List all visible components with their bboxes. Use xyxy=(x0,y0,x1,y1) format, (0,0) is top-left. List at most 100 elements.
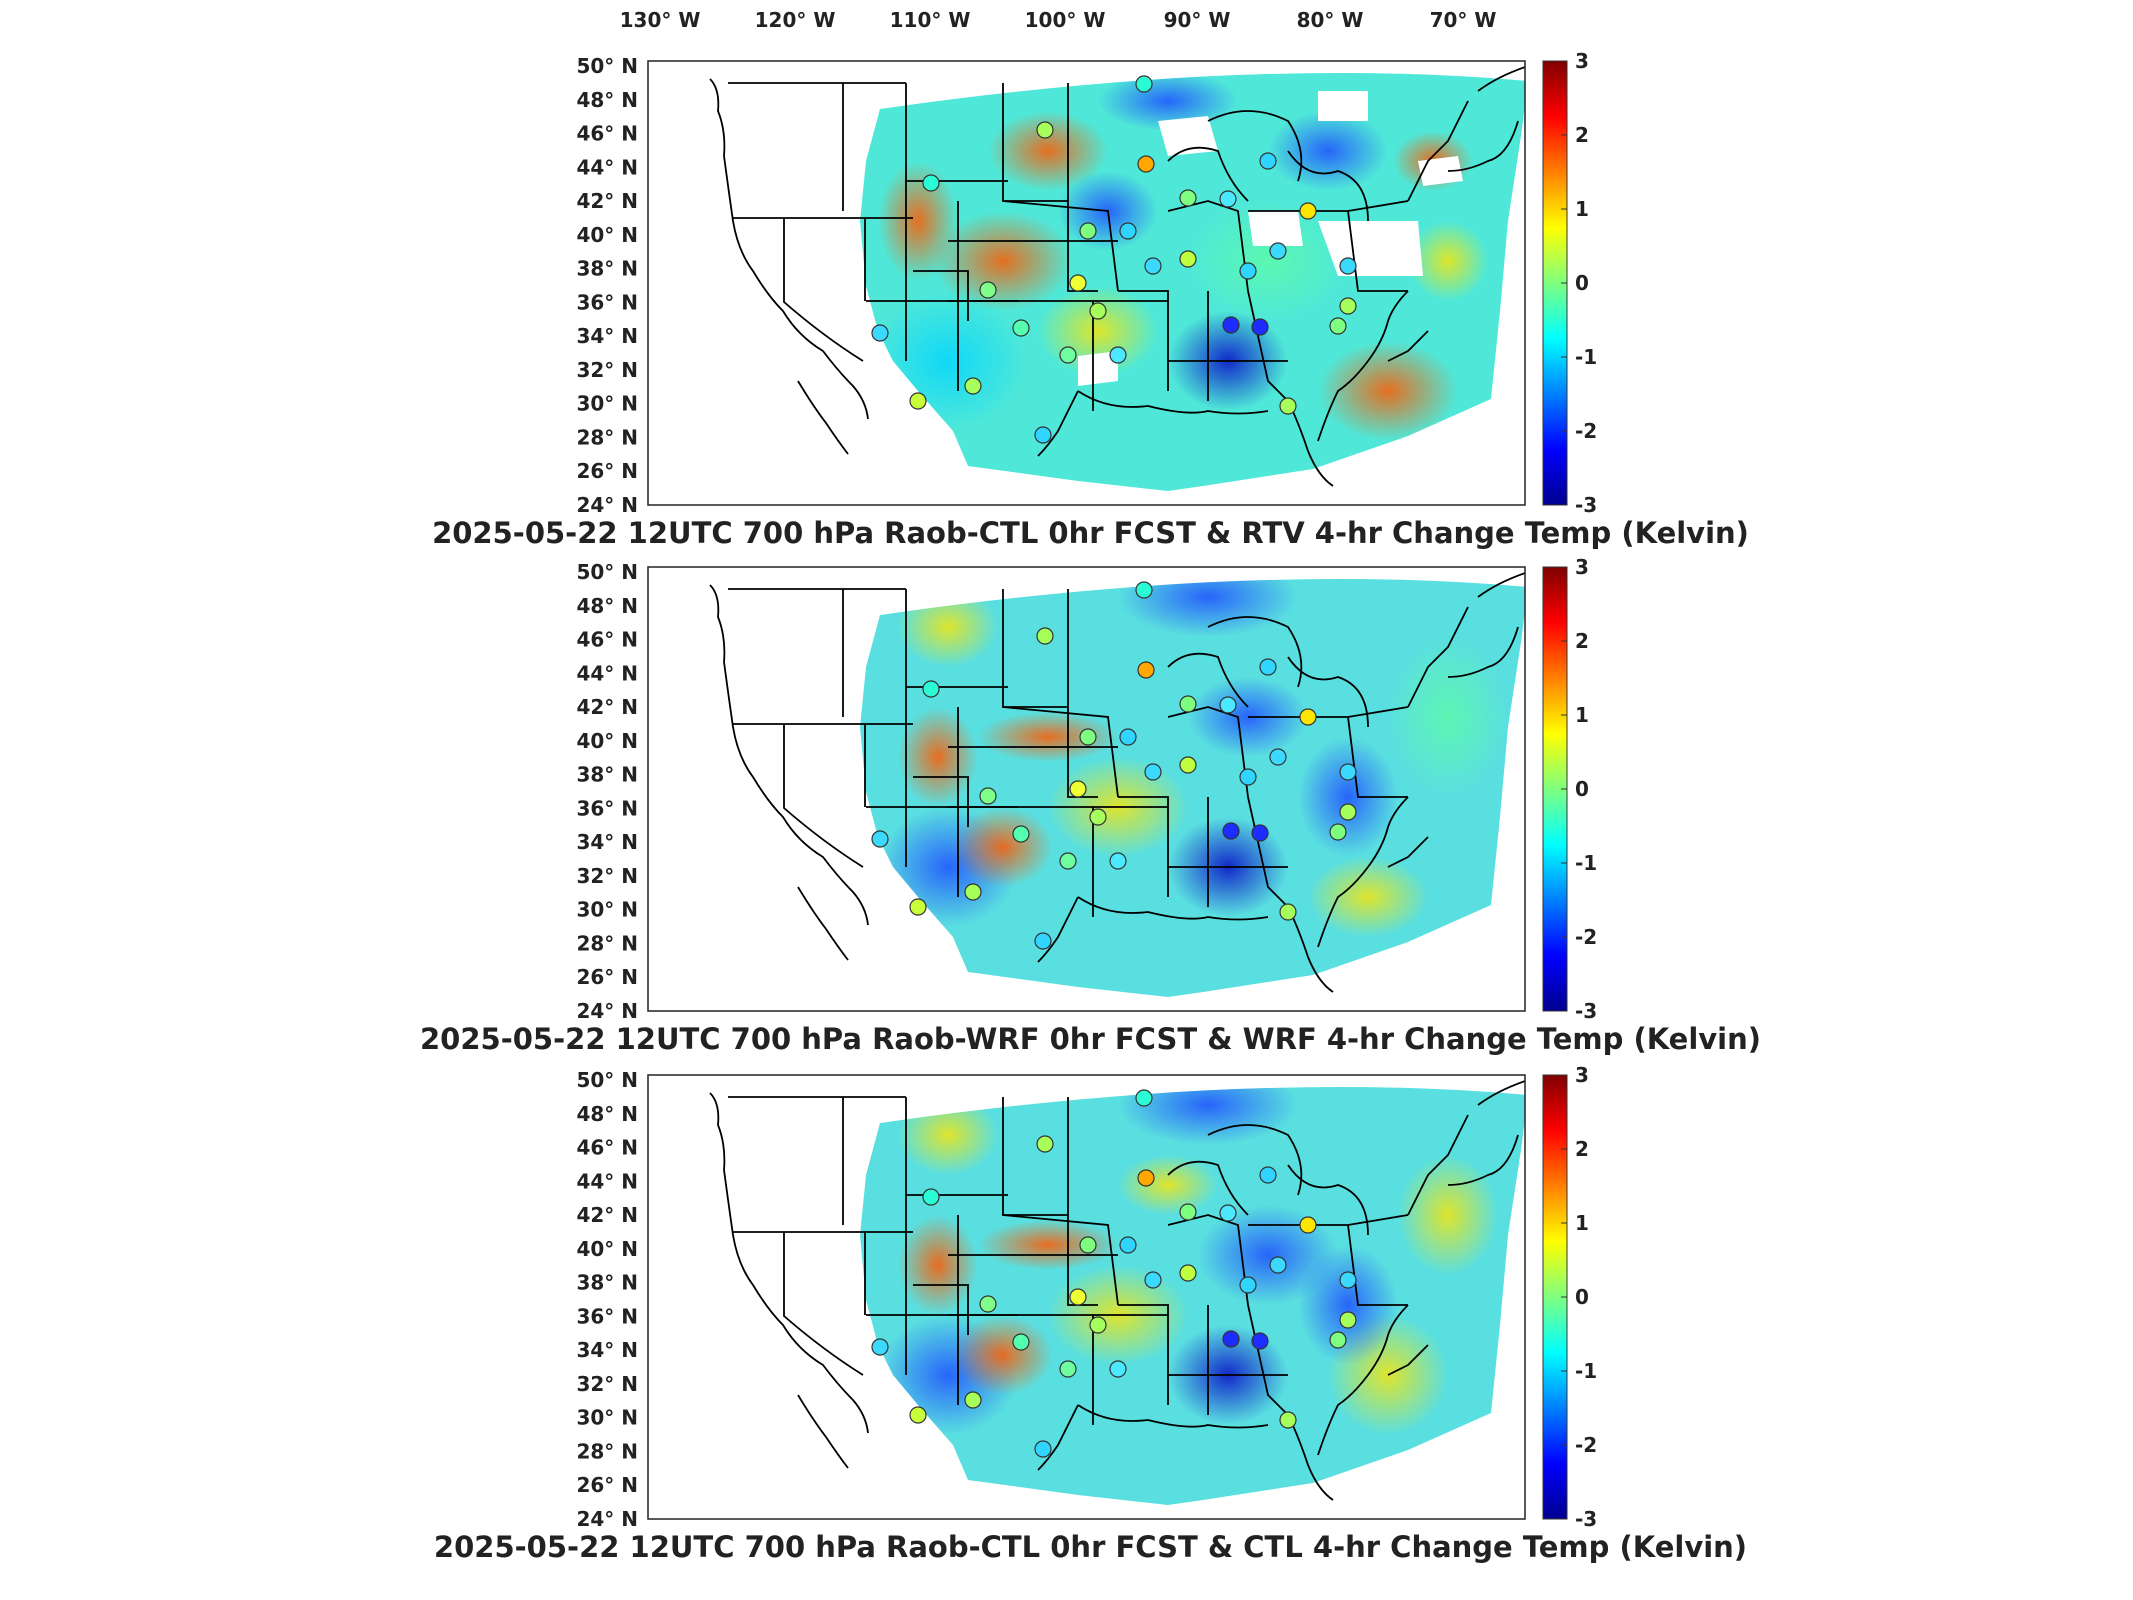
colorbar-tick-label: -3 xyxy=(1575,999,1597,1023)
lat-label: 38° N xyxy=(576,257,638,281)
map-panels: 50° N 48° N 46° N 44° N 42° N 40° N 38° N 36° N… xyxy=(420,49,1761,1564)
raob-station-marker xyxy=(1299,708,1317,726)
lat-label: 36° N xyxy=(576,796,638,820)
raob-station-marker xyxy=(922,174,940,192)
raob-station-marker xyxy=(1179,1203,1197,1221)
colorbar-tick-label: -1 xyxy=(1575,345,1597,369)
colorbar-tick-label: 2 xyxy=(1575,629,1589,653)
raob-station-marker xyxy=(1109,852,1127,870)
missing-data-region xyxy=(1418,156,1463,186)
lat-label: 46° N xyxy=(576,628,638,652)
raob-station-marker xyxy=(1299,202,1317,220)
raob-station-marker xyxy=(1034,932,1052,950)
lat-label: 36° N xyxy=(576,1304,638,1328)
raob-station-marker xyxy=(1036,627,1054,645)
latitude-labels: 50° N 48° N 46° N 44° N 42° N 40° N 38° N 36° N… xyxy=(576,560,638,1023)
raob-station-marker xyxy=(1059,852,1077,870)
raob-station-marker xyxy=(1339,803,1357,821)
colorbar-tick-label: -1 xyxy=(1575,851,1597,875)
raob-station-marker xyxy=(1259,152,1277,170)
raob-station-marker xyxy=(1012,1333,1030,1351)
raob-station-marker xyxy=(871,830,889,848)
lat-label: 26° N xyxy=(576,965,638,989)
lon-label: 100° W xyxy=(1025,8,1106,32)
colorbar-tick-label: 1 xyxy=(1575,197,1589,221)
raob-station-marker xyxy=(1269,1256,1287,1274)
colorbar-tick-label: 2 xyxy=(1575,123,1589,147)
raob-station-marker xyxy=(1219,190,1237,208)
colorbar-tick-label: -3 xyxy=(1575,1507,1597,1531)
raob-station-marker xyxy=(1034,426,1052,444)
colorbar-tick-label: -1 xyxy=(1575,1359,1597,1383)
raob-station-marker xyxy=(1239,262,1257,280)
lon-label: 70° W xyxy=(1430,8,1497,32)
raob-station-marker xyxy=(871,1338,889,1356)
lat-label: 44° N xyxy=(576,661,638,685)
lat-label: 50° N xyxy=(576,54,638,78)
raob-station-marker xyxy=(1329,317,1347,335)
raob-station-marker xyxy=(1036,1135,1054,1153)
raob-station-marker xyxy=(1219,1204,1237,1222)
map-panel: 50° N 48° N 46° N 44° N 42° N 40° N 38° N 36° N… xyxy=(434,1063,1747,1564)
raob-station-marker xyxy=(979,281,997,299)
lat-label: 36° N xyxy=(576,290,638,314)
lat-label: 32° N xyxy=(576,1372,638,1396)
raob-station-marker xyxy=(1036,121,1054,139)
map-panel: 50° N 48° N 46° N 44° N 42° N 40° N 38° N 36° N… xyxy=(432,49,1749,550)
colorbar-tick-label: 1 xyxy=(1575,703,1589,727)
raob-station-marker xyxy=(1251,824,1269,842)
colorbar: 3 2 1 0 -1 -2 -3 xyxy=(1542,49,1597,517)
lat-label: 30° N xyxy=(576,898,638,922)
lat-label: 50° N xyxy=(576,1068,638,1092)
colorbar: 3 2 1 0 -1 -2 -3 xyxy=(1542,1063,1597,1531)
raob-station-marker xyxy=(964,883,982,901)
lat-label: 34° N xyxy=(576,830,638,854)
lat-label: 44° N xyxy=(576,155,638,179)
raob-station-marker xyxy=(964,377,982,395)
raob-station-marker xyxy=(1251,318,1269,336)
raob-station-marker xyxy=(1339,257,1357,275)
lat-label: 38° N xyxy=(576,763,638,787)
lat-label: 30° N xyxy=(576,1406,638,1430)
lat-label: 40° N xyxy=(576,1237,638,1261)
raob-station-marker xyxy=(1279,903,1297,921)
raob-station-marker xyxy=(1144,1271,1162,1289)
lat-label: 40° N xyxy=(576,729,638,753)
raob-station-marker xyxy=(1329,1331,1347,1349)
lat-label: 32° N xyxy=(576,358,638,382)
lat-label: 42° N xyxy=(576,695,638,719)
raob-station-marker xyxy=(1089,302,1107,320)
raob-station-marker xyxy=(1219,696,1237,714)
lat-label: 28° N xyxy=(576,931,638,955)
lon-label: 90° W xyxy=(1164,8,1231,32)
missing-data-region xyxy=(1158,116,1218,156)
lon-label: 110° W xyxy=(890,8,971,32)
colorbar-tick-label: 0 xyxy=(1575,777,1589,801)
raob-station-marker xyxy=(1222,316,1240,334)
lat-label: 34° N xyxy=(576,1338,638,1362)
raob-station-marker xyxy=(1069,780,1087,798)
raob-station-marker xyxy=(1222,822,1240,840)
map-frame xyxy=(647,60,1526,506)
lat-label: 42° N xyxy=(576,1203,638,1227)
lat-label: 24° N xyxy=(576,1507,638,1531)
map-panel: 50° N 48° N 46° N 44° N 42° N 40° N 38° N 36° N… xyxy=(420,555,1761,1056)
raob-station-marker xyxy=(1339,763,1357,781)
missing-data-region xyxy=(1248,211,1303,246)
raob-station-marker xyxy=(1109,1360,1127,1378)
raob-station-marker xyxy=(1179,756,1197,774)
lat-label: 46° N xyxy=(576,122,638,146)
raob-station-marker xyxy=(1239,1276,1257,1294)
lon-label: 130° W xyxy=(620,8,701,32)
raob-station-marker xyxy=(1339,1271,1357,1289)
raob-station-marker xyxy=(1279,397,1297,415)
raob-station-marker xyxy=(964,1391,982,1409)
raob-station-marker xyxy=(1069,274,1087,292)
raob-station-marker xyxy=(1269,748,1287,766)
raob-station-marker xyxy=(1251,1332,1269,1350)
raob-station-marker xyxy=(1012,825,1030,843)
state-boundaries xyxy=(709,572,1525,993)
raob-station-marker xyxy=(1137,661,1155,679)
colorbar-tick-label: -3 xyxy=(1575,493,1597,517)
